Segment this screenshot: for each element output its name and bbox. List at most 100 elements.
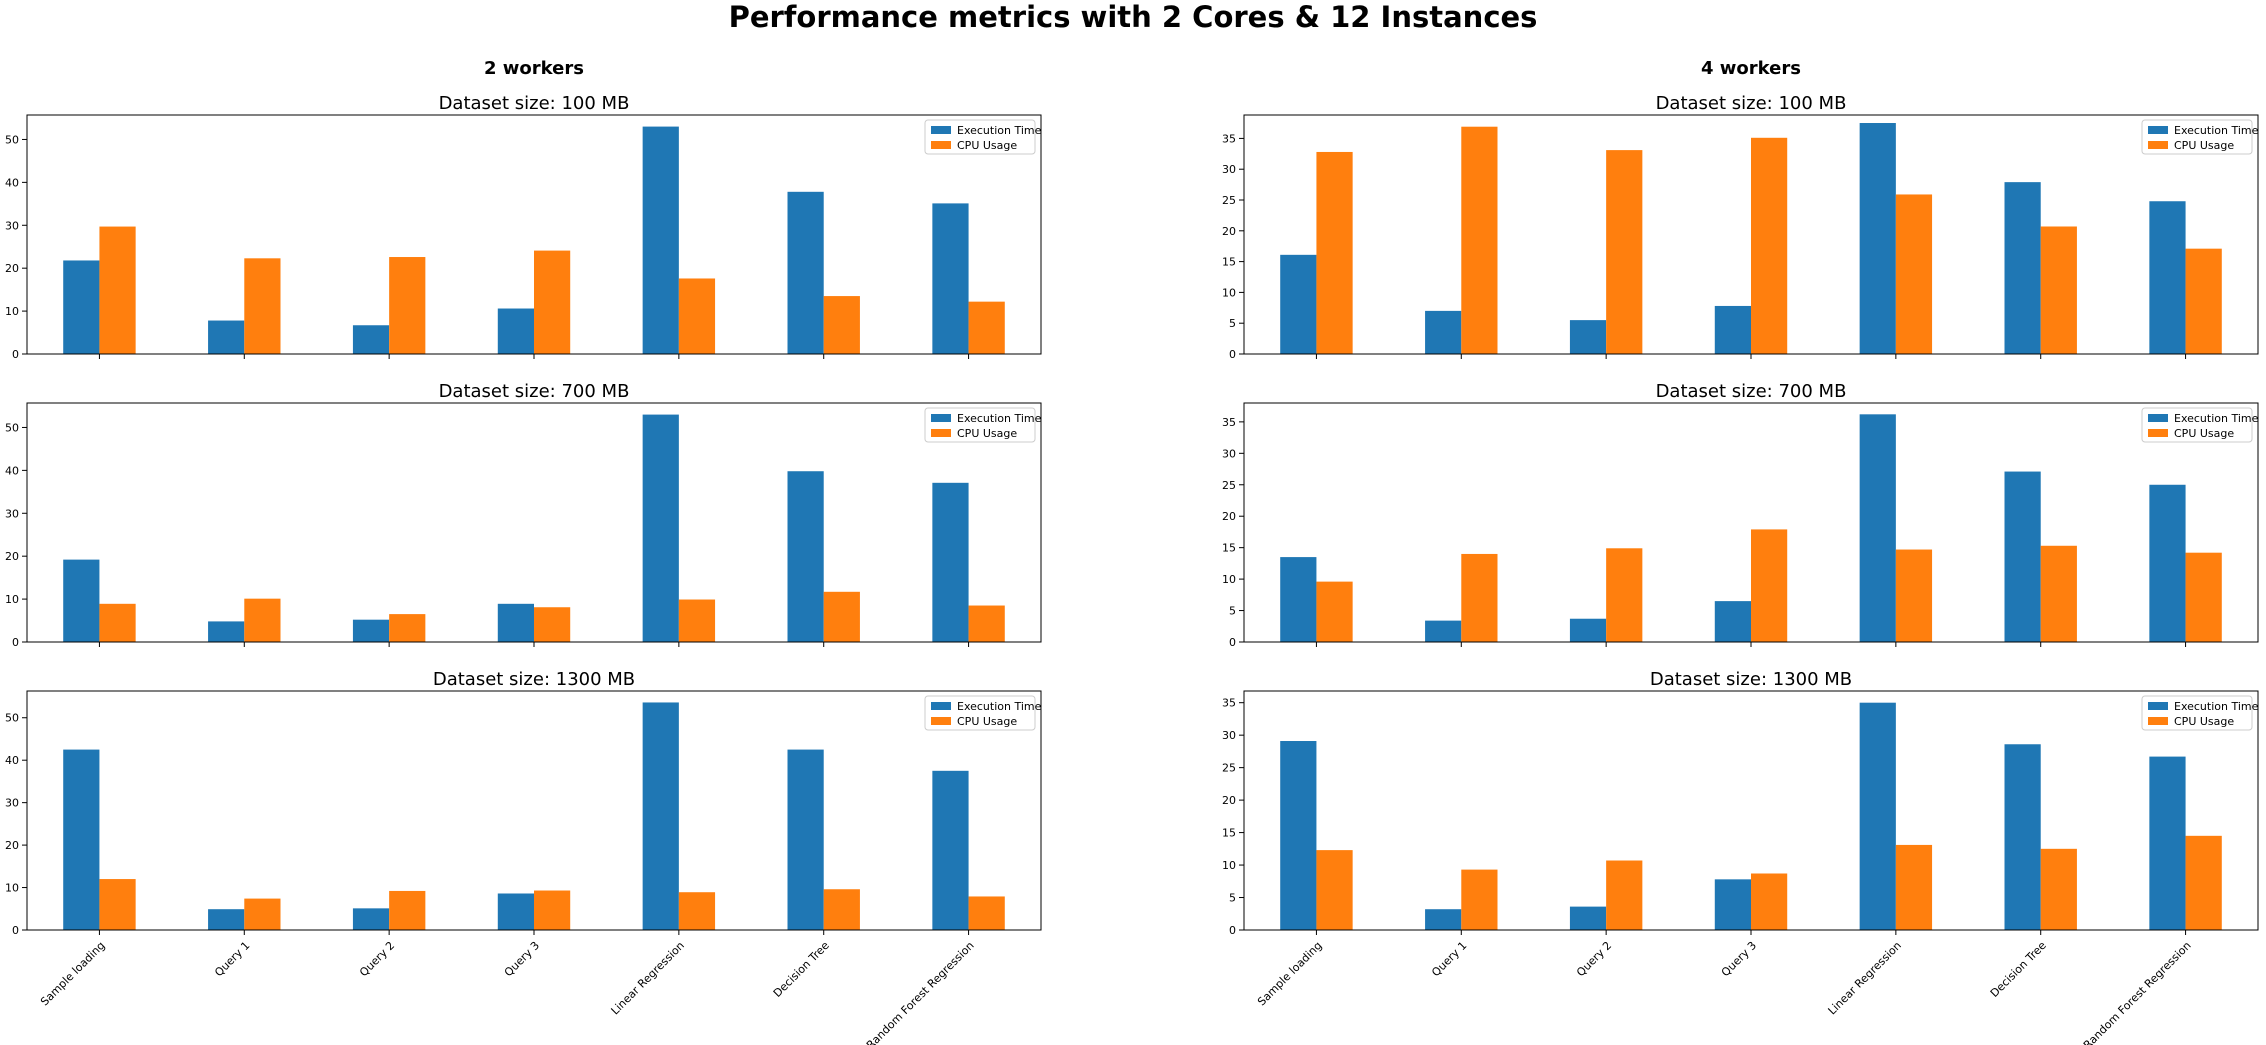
y-tick-label: 15 <box>1222 542 1236 555</box>
bar-execution-time <box>1280 557 1317 642</box>
figure-title: Performance metrics with 2 Cores & 12 In… <box>729 0 1538 34</box>
legend-box <box>2141 695 2253 731</box>
chart-panel: Dataset size: 700 MB 0 5 10 15 20 25 30 35 Execut… <box>1222 381 2259 649</box>
bar-cpu-usage <box>2040 545 2077 642</box>
y-tick-label: 0 <box>1229 924 1236 937</box>
x-tick-label: Query 3 <box>1719 939 1759 979</box>
y-tick-label: 0 <box>12 924 19 937</box>
bar-cpu-usage <box>1751 873 1788 930</box>
legend-swatch-execution-time <box>931 414 951 422</box>
y-tick-label: 10 <box>5 882 19 895</box>
legend: Execution Time CPU Usage <box>2141 119 2259 155</box>
bar-cpu-usage <box>1895 549 1933 642</box>
legend-swatch-cpu-usage <box>2148 717 2168 725</box>
bar-cpu-usage <box>968 301 1005 354</box>
bar-execution-time <box>1280 254 1317 354</box>
y-tick-label: 50 <box>5 133 19 146</box>
bar-execution-time <box>1714 879 1751 930</box>
chart-panel: Dataset size: 1300 MB 0 5 10 15 20 25 30 35 Sampl… <box>1222 669 2259 1045</box>
legend-label: CPU Usage <box>957 715 1017 728</box>
bar-cpu-usage <box>1461 126 1498 354</box>
bar-execution-time <box>352 619 390 642</box>
chart-title: Dataset size: 700 MB <box>1656 381 1847 402</box>
bar-execution-time <box>208 320 245 354</box>
x-tick-label: Query 2 <box>1574 939 1614 979</box>
bar-execution-time <box>932 770 969 930</box>
legend-swatch-cpu-usage <box>931 141 951 149</box>
legend-box <box>2141 407 2253 443</box>
bar-execution-time <box>497 893 534 930</box>
bar-execution-time <box>1569 906 1607 930</box>
bar-cpu-usage <box>99 603 136 642</box>
bar-cpu-usage <box>99 879 136 930</box>
bar-cpu-usage <box>823 889 860 930</box>
x-tick-label: Query 3 <box>502 939 542 979</box>
bar-execution-time <box>787 471 824 642</box>
bar-execution-time <box>2149 484 2186 642</box>
bar-execution-time <box>1425 909 1462 930</box>
bar-cpu-usage <box>389 890 426 930</box>
bar-execution-time <box>1569 320 1607 354</box>
bar-execution-time <box>642 702 679 930</box>
bar-cpu-usage <box>1316 151 1353 354</box>
y-tick-label: 30 <box>5 507 19 520</box>
bar-cpu-usage <box>968 896 1005 930</box>
bar-execution-time <box>932 482 969 642</box>
legend-swatch-cpu-usage <box>931 717 951 725</box>
y-tick-label: 20 <box>1222 510 1236 523</box>
x-tick-label: Query 2 <box>357 939 397 979</box>
y-tick-label: 10 <box>5 305 19 318</box>
bar-execution-time <box>208 621 245 642</box>
y-tick-label: 20 <box>1222 794 1236 807</box>
bar-execution-time <box>63 559 100 642</box>
y-tick-label: 0 <box>1229 348 1236 361</box>
x-tick-label: Random Forest Regression <box>2081 939 2194 1045</box>
y-tick-label: 15 <box>1222 827 1236 840</box>
bar-cpu-usage <box>534 890 571 930</box>
x-tick-label: Decision Tree <box>771 939 832 1000</box>
axes-frame <box>26 114 1042 355</box>
x-tick-label: Random Forest Regression <box>864 939 977 1045</box>
axes-frame <box>1243 402 2259 643</box>
bar-cpu-usage <box>1461 553 1498 642</box>
bar-execution-time <box>2149 201 2186 354</box>
legend-box <box>924 695 1036 731</box>
bar-cpu-usage <box>1606 150 1643 354</box>
y-tick-label: 5 <box>1229 317 1236 330</box>
legend-label: Execution Time <box>957 124 1042 137</box>
bar-execution-time <box>1714 601 1751 642</box>
y-tick-label: 10 <box>1222 859 1236 872</box>
chart-title: Dataset size: 1300 MB <box>1650 669 1852 690</box>
chart-panel: Dataset size: 700 MB 0 10 20 30 40 50 Execution… <box>5 381 1042 649</box>
y-tick-label: 10 <box>5 593 19 606</box>
y-tick-label: 35 <box>1222 132 1236 145</box>
bar-execution-time <box>1569 618 1607 642</box>
bar-cpu-usage <box>678 892 716 930</box>
bar-cpu-usage <box>1751 137 1788 354</box>
bar-cpu-usage <box>823 296 860 354</box>
bar-execution-time <box>2004 182 2041 354</box>
bar-execution-time <box>1425 310 1462 354</box>
bar-cpu-usage <box>389 614 426 642</box>
bar-execution-time <box>932 203 969 354</box>
legend-swatch-execution-time <box>2148 702 2168 710</box>
x-tick-label: Sample loading <box>1255 939 1324 1008</box>
bar-execution-time <box>2004 744 2041 930</box>
legend: Execution Time CPU Usage <box>924 407 1042 443</box>
bar-execution-time <box>352 325 390 354</box>
legend-label: CPU Usage <box>957 139 1017 152</box>
column-title-4-workers: 4 workers <box>1701 58 1801 79</box>
legend: Execution Time CPU Usage <box>924 119 1042 155</box>
y-tick-label: 25 <box>1222 762 1236 775</box>
bar-cpu-usage <box>678 278 716 354</box>
legend-label: Execution Time <box>2174 700 2259 713</box>
legend-swatch-cpu-usage <box>2148 141 2168 149</box>
y-tick-label: 0 <box>12 348 19 361</box>
legend-swatch-cpu-usage <box>931 429 951 437</box>
bar-execution-time <box>63 749 100 930</box>
chart-title: Dataset size: 100 MB <box>1656 93 1847 114</box>
legend: Execution Time CPU Usage <box>924 695 1042 731</box>
bar-cpu-usage <box>678 599 716 642</box>
y-tick-label: 25 <box>1222 479 1236 492</box>
